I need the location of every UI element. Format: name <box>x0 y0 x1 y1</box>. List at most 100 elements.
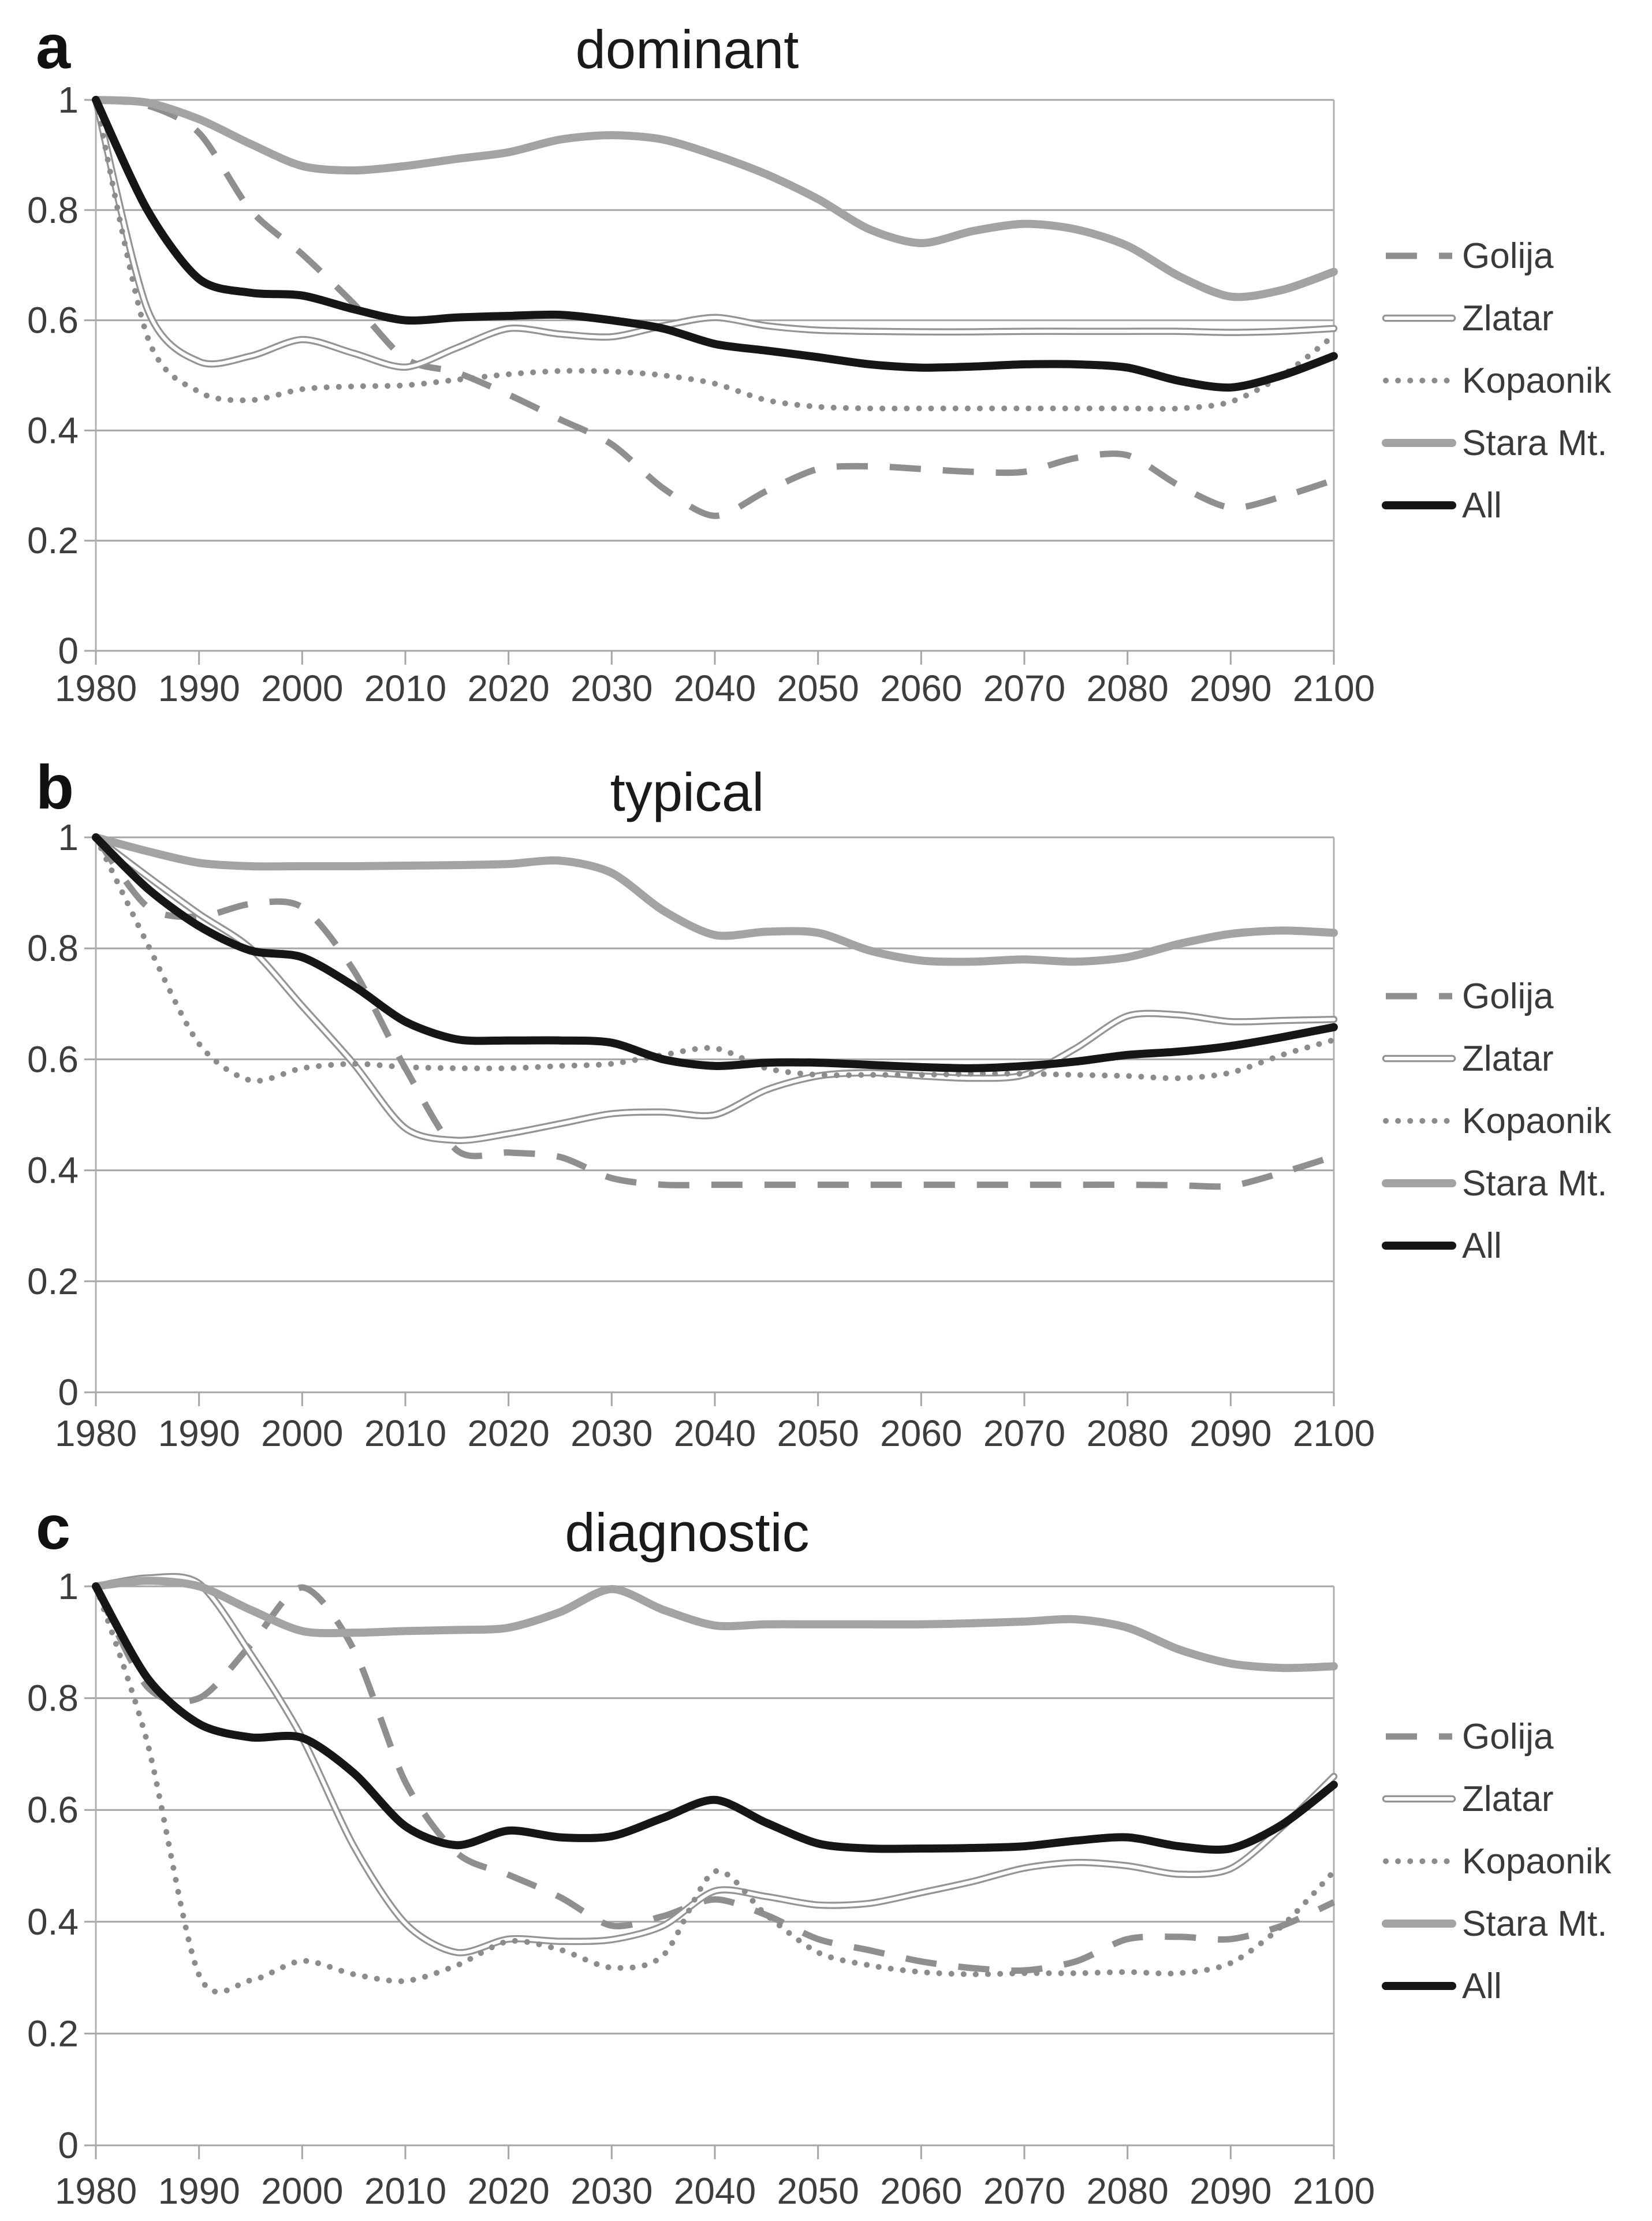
legend-label-all: All <box>1462 486 1502 526</box>
x-tick-label: 2000 <box>261 2170 343 2212</box>
legend: Golija Zlatar Kopaonik Stara Mt. All <box>1382 1717 1612 2006</box>
x-tick-label: 2020 <box>467 668 549 709</box>
x-tick-label: 2070 <box>983 2170 1065 2212</box>
series-line-all <box>92 833 1338 1072</box>
legend-label-zlatar: Zlatar <box>1462 1039 1553 1079</box>
x-tick-label: 2080 <box>1086 2170 1168 2212</box>
series-line-zlatar <box>92 833 1338 1145</box>
x-tick-label: 2040 <box>674 668 756 709</box>
legend-label-all: All <box>1462 1966 1502 2006</box>
panel-letter: a <box>36 12 71 81</box>
x-tick-label: 2100 <box>1293 2170 1375 2212</box>
y-tick-label: 0.4 <box>27 1901 79 1943</box>
x-tick-label: 2030 <box>570 2170 652 2212</box>
x-tick-label: 2080 <box>1086 668 1168 709</box>
series-line-kopaonik <box>93 834 1337 1084</box>
panel-typical: b typical 1 0.8 0.6 0.4 0.2 0 1980 1990 2000 2010… <box>0 740 1652 1481</box>
x-tick-label: 2010 <box>364 2170 446 2212</box>
chart-title: diagnostic <box>565 1502 809 1563</box>
legend-label-stara-mt-: Stara Mt. <box>1462 1164 1608 1203</box>
panel-letter: b <box>36 752 74 822</box>
x-tick-label: 2040 <box>674 1413 756 1454</box>
x-tick-label: 1980 <box>55 668 137 709</box>
x-tick-label: 1980 <box>55 2170 137 2212</box>
x-tick-label: 2060 <box>880 1413 962 1454</box>
x-tick-label: 2100 <box>1293 668 1375 709</box>
x-tick-label: 2000 <box>261 668 343 709</box>
x-tick-label: 2080 <box>1086 1413 1168 1454</box>
legend-label-zlatar: Zlatar <box>1462 1779 1553 1819</box>
y-tick-label: 0.2 <box>27 520 79 561</box>
series-line-zlatar <box>94 836 1336 1142</box>
chart-title: dominant <box>576 19 799 80</box>
x-tick-label: 2090 <box>1189 668 1271 709</box>
series-line-golija <box>93 835 1335 1190</box>
x-tick-label: 2030 <box>570 668 652 709</box>
x-tick-label: 1980 <box>55 1413 137 1454</box>
legend-label-stara-mt-: Stara Mt. <box>1462 1904 1608 1944</box>
legend-label-zlatar: Zlatar <box>1462 299 1553 338</box>
x-tick-label: 2040 <box>674 2170 756 2212</box>
series-line-stara-mt- <box>92 833 1338 966</box>
legend-label-kopaonik: Kopaonik <box>1462 361 1612 401</box>
x-tick-label: 2050 <box>777 2170 859 2212</box>
series-line-stara-mt- <box>92 96 1338 301</box>
x-tick-label: 2100 <box>1293 1413 1375 1454</box>
series-line-kopaonik <box>93 1583 1337 1995</box>
y-tick-label: 1 <box>58 817 79 858</box>
series-line-all <box>92 1582 1338 1854</box>
legend-label-stara-mt-: Stara Mt. <box>1462 423 1608 463</box>
legend: Golija Zlatar Kopaonik Stara Mt. All <box>1382 977 1612 1266</box>
legend-label-kopaonik: Kopaonik <box>1462 1101 1612 1141</box>
chart-title: typical <box>610 762 764 822</box>
x-tick-label: 2050 <box>777 1413 859 1454</box>
y-tick-label: 0.8 <box>27 1678 79 1719</box>
y-tick-label: 0.6 <box>27 1789 79 1831</box>
series-line-zlatar <box>94 98 1336 369</box>
x-tick-label: 2060 <box>880 2170 962 2212</box>
legend: Golija Zlatar Kopaonik Stara Mt. All <box>1382 236 1612 526</box>
series-line-golija <box>95 96 1335 519</box>
series-line-zlatar <box>92 96 1338 371</box>
y-tick-label: 0.8 <box>27 927 79 969</box>
y-tick-label: 0.2 <box>27 2013 79 2054</box>
y-tick-label: 0 <box>58 2125 79 2166</box>
y-tick-label: 0.6 <box>27 300 79 341</box>
x-tick-label: 1990 <box>158 668 240 709</box>
x-tick-label: 2020 <box>467 1413 549 1454</box>
x-tick-label: 2010 <box>364 668 446 709</box>
y-tick-label: 1 <box>58 79 79 121</box>
y-tick-label: 0.6 <box>27 1038 79 1080</box>
x-tick-label: 2090 <box>1189 1413 1271 1454</box>
x-tick-label: 2060 <box>880 668 962 709</box>
x-tick-label: 2030 <box>570 1413 652 1454</box>
x-tick-label: 2070 <box>983 668 1065 709</box>
panel-letter: c <box>36 1492 70 1562</box>
x-tick-label: 1990 <box>158 2170 240 2212</box>
legend-label-kopaonik: Kopaonik <box>1462 1842 1612 1881</box>
panel-diagnostic: c diagnostic 1 0.8 0.6 0.4 0.2 0 1980 1990 2000 2… <box>0 1481 1652 2221</box>
series-line-kopaonik <box>93 97 1337 412</box>
x-tick-label: 1990 <box>158 1413 240 1454</box>
legend-label-golija: Golija <box>1462 977 1554 1016</box>
series-line-all <box>92 96 1338 392</box>
x-tick-label: 2010 <box>364 1413 446 1454</box>
y-tick-label: 0.4 <box>27 409 79 451</box>
x-tick-label: 2070 <box>983 1413 1065 1454</box>
y-tick-label: 0 <box>58 630 79 672</box>
series-line-stara-mt- <box>92 1577 1338 1672</box>
x-tick-label: 2020 <box>467 2170 549 2212</box>
x-tick-label: 2000 <box>261 1413 343 1454</box>
series-line-golija <box>93 1584 1336 1974</box>
y-tick-label: 0.2 <box>27 1261 79 1302</box>
legend-label-golija: Golija <box>1462 236 1554 276</box>
y-tick-label: 1 <box>58 1566 79 1607</box>
y-tick-label: 0.4 <box>27 1150 79 1191</box>
legend-label-golija: Golija <box>1462 1717 1554 1757</box>
